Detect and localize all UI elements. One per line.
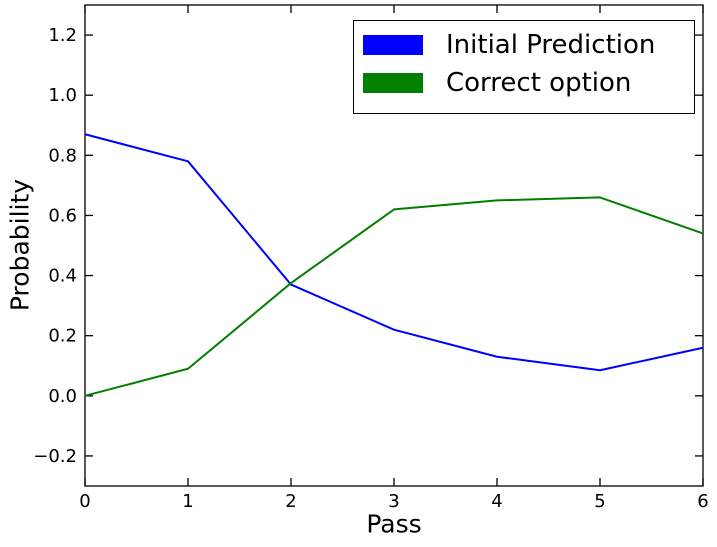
legend-swatch-correct-option	[363, 73, 423, 93]
y-tick-label: 0.0	[48, 386, 77, 407]
y-tick-label: 1.0	[48, 85, 77, 106]
y-tick-label: −0.2	[33, 446, 77, 467]
y-tick-label: 0.4	[48, 266, 77, 287]
legend-swatch-initial-prediction	[363, 35, 423, 55]
legend-label-initial-prediction: Initial Prediction	[446, 30, 656, 60]
series-line-initial-prediction	[84, 133, 704, 372]
legend-label-correct-option: Correct option	[446, 68, 632, 98]
x-axis-title: Pass	[366, 509, 422, 539]
x-tick-label: 4	[491, 491, 502, 512]
x-tick-label: 5	[594, 491, 605, 512]
y-axis-title: Probability	[5, 178, 35, 312]
legend-entry-correct-option: Correct option	[363, 64, 694, 102]
y-tick-label: 0.8	[48, 145, 77, 166]
series-line-correct-option	[84, 196, 704, 397]
y-tick-label: 0.2	[48, 326, 77, 347]
x-tick-label: 1	[182, 491, 193, 512]
legend: Initial Prediction Correct option	[353, 20, 695, 114]
y-tick-label: 1.2	[48, 25, 77, 46]
x-tick-label: 6	[697, 491, 708, 512]
x-tick-label: 0	[79, 491, 90, 512]
legend-entry-initial-prediction: Initial Prediction	[363, 26, 694, 64]
y-tick-label: 0.6	[48, 205, 77, 226]
x-tick-label: 2	[285, 491, 296, 512]
x-tick-label: 3	[388, 491, 399, 512]
